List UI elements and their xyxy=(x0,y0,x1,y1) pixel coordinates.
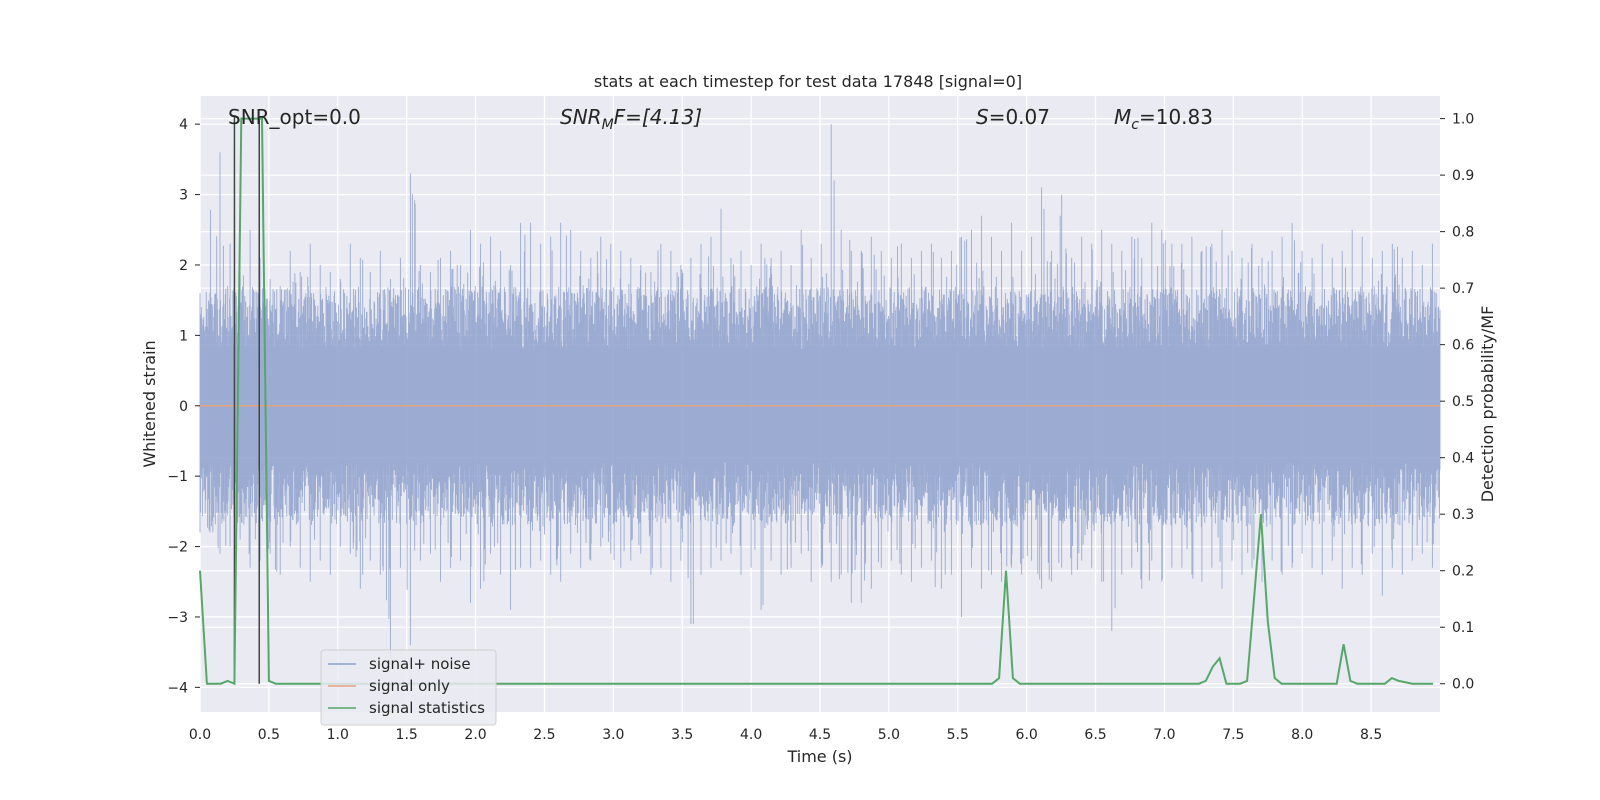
y-tick-label: 1 xyxy=(179,328,188,344)
x-tick-label: 3.5 xyxy=(671,727,693,743)
x-tick-label: 8.5 xyxy=(1360,727,1382,743)
y-right-tick-label: 0.1 xyxy=(1452,620,1474,636)
y-right-tick-label: 0.4 xyxy=(1452,451,1474,467)
annotation-snr-mf-sub: M xyxy=(602,117,614,133)
x-axis-label: Time (s) xyxy=(786,747,852,766)
y-right-tick-label: 0.6 xyxy=(1452,338,1474,354)
y-right-tick-label: 0.9 xyxy=(1452,168,1474,184)
legend: signal+ noise signal only signal statist… xyxy=(320,649,497,726)
x-axis-ticks: 0.0 0.5 1.0 1.5 2.0 2.5 3.0 3.5 4.0 4.5 5.0 5.5 6.0 6… xyxy=(189,727,1382,743)
annotation-s-rest: =0.07 xyxy=(989,105,1050,129)
y-axis-label-right: Detection probability/MF xyxy=(1478,306,1497,503)
legend-label-signal-statistics: signal statistics xyxy=(369,699,485,717)
y-right-tick-label: 0.3 xyxy=(1452,507,1474,523)
legend-label-signal-only: signal only xyxy=(369,677,450,695)
x-tick-label: 7.0 xyxy=(1153,727,1175,743)
x-tick-label: 8.0 xyxy=(1291,727,1313,743)
y-right-tick-label: 0.8 xyxy=(1452,225,1474,241)
x-tick-label: 4.5 xyxy=(809,727,831,743)
y-axis-label-left: Whitened strain xyxy=(140,340,159,467)
y-right-tick-label: 0.7 xyxy=(1452,281,1474,297)
series-signal-statistics xyxy=(199,117,1434,686)
annotation-mc-rest: =10.83 xyxy=(1139,105,1213,129)
y-right-tick-label: 0.5 xyxy=(1452,394,1474,410)
y-tick-label: 2 xyxy=(179,258,188,274)
x-tick-label: 1.5 xyxy=(396,727,418,743)
annotation-mc-sub: c xyxy=(1131,117,1139,133)
annotation-snr-mf-base: SNR xyxy=(560,105,602,129)
annotation-snr-mf-rest: F=[4.13] xyxy=(614,105,702,129)
x-tick-label: 3.0 xyxy=(602,727,624,743)
legend-box xyxy=(320,649,497,726)
annotation-s-var: S xyxy=(976,105,989,129)
y-right-tick-label: 0.2 xyxy=(1452,564,1474,580)
y-axis-left-ticks: −4 −3 −2 −1 0 1 2 3 4 xyxy=(167,117,200,696)
series-marker-lines xyxy=(233,117,260,684)
noise-trace xyxy=(199,124,1441,660)
annotation-s: S=0.07 xyxy=(976,105,1050,129)
y-tick-label: −1 xyxy=(167,469,188,485)
y-axis-right-ticks: 0.0 0.1 0.2 0.3 0.4 0.5 0.6 0.7 0.8 0.9 1.0 xyxy=(1440,112,1474,693)
y-tick-label: −4 xyxy=(167,680,188,696)
y-right-tick-label: 1.0 xyxy=(1452,112,1474,128)
series-signal-noise xyxy=(199,124,1441,660)
y-tick-label: −3 xyxy=(167,610,188,626)
y-tick-label: 3 xyxy=(179,188,188,204)
annotation-mc-var: M xyxy=(1114,105,1131,129)
signal-statistics-line xyxy=(199,117,1434,686)
x-tick-label: 1.0 xyxy=(327,727,349,743)
x-tick-label: 7.5 xyxy=(1222,727,1244,743)
x-tick-label: 5.5 xyxy=(947,727,969,743)
x-tick-label: 0.0 xyxy=(189,727,211,743)
x-tick-label: 2.0 xyxy=(464,727,486,743)
x-tick-label: 4.0 xyxy=(740,727,762,743)
y-tick-label: −2 xyxy=(167,540,188,556)
annotation-snr-opt: SNR_opt=0.0 xyxy=(228,105,361,129)
y-tick-label: 0 xyxy=(179,399,188,415)
x-tick-label: 2.5 xyxy=(533,727,555,743)
legend-label-signal-noise: signal+ noise xyxy=(369,655,471,673)
annotation-snr-mf: SNRMF=[4.13] xyxy=(560,105,702,133)
x-tick-label: 6.0 xyxy=(1016,727,1038,743)
annotation-mc: Mc=10.83 xyxy=(1114,105,1213,133)
y-tick-label: 4 xyxy=(179,117,188,133)
x-tick-label: 0.5 xyxy=(258,727,280,743)
x-tick-label: 5.0 xyxy=(878,727,900,743)
chart-title: stats at each timestep for test data 178… xyxy=(594,72,1022,91)
y-right-tick-label: 0.0 xyxy=(1452,677,1474,693)
x-tick-label: 6.5 xyxy=(1084,727,1106,743)
